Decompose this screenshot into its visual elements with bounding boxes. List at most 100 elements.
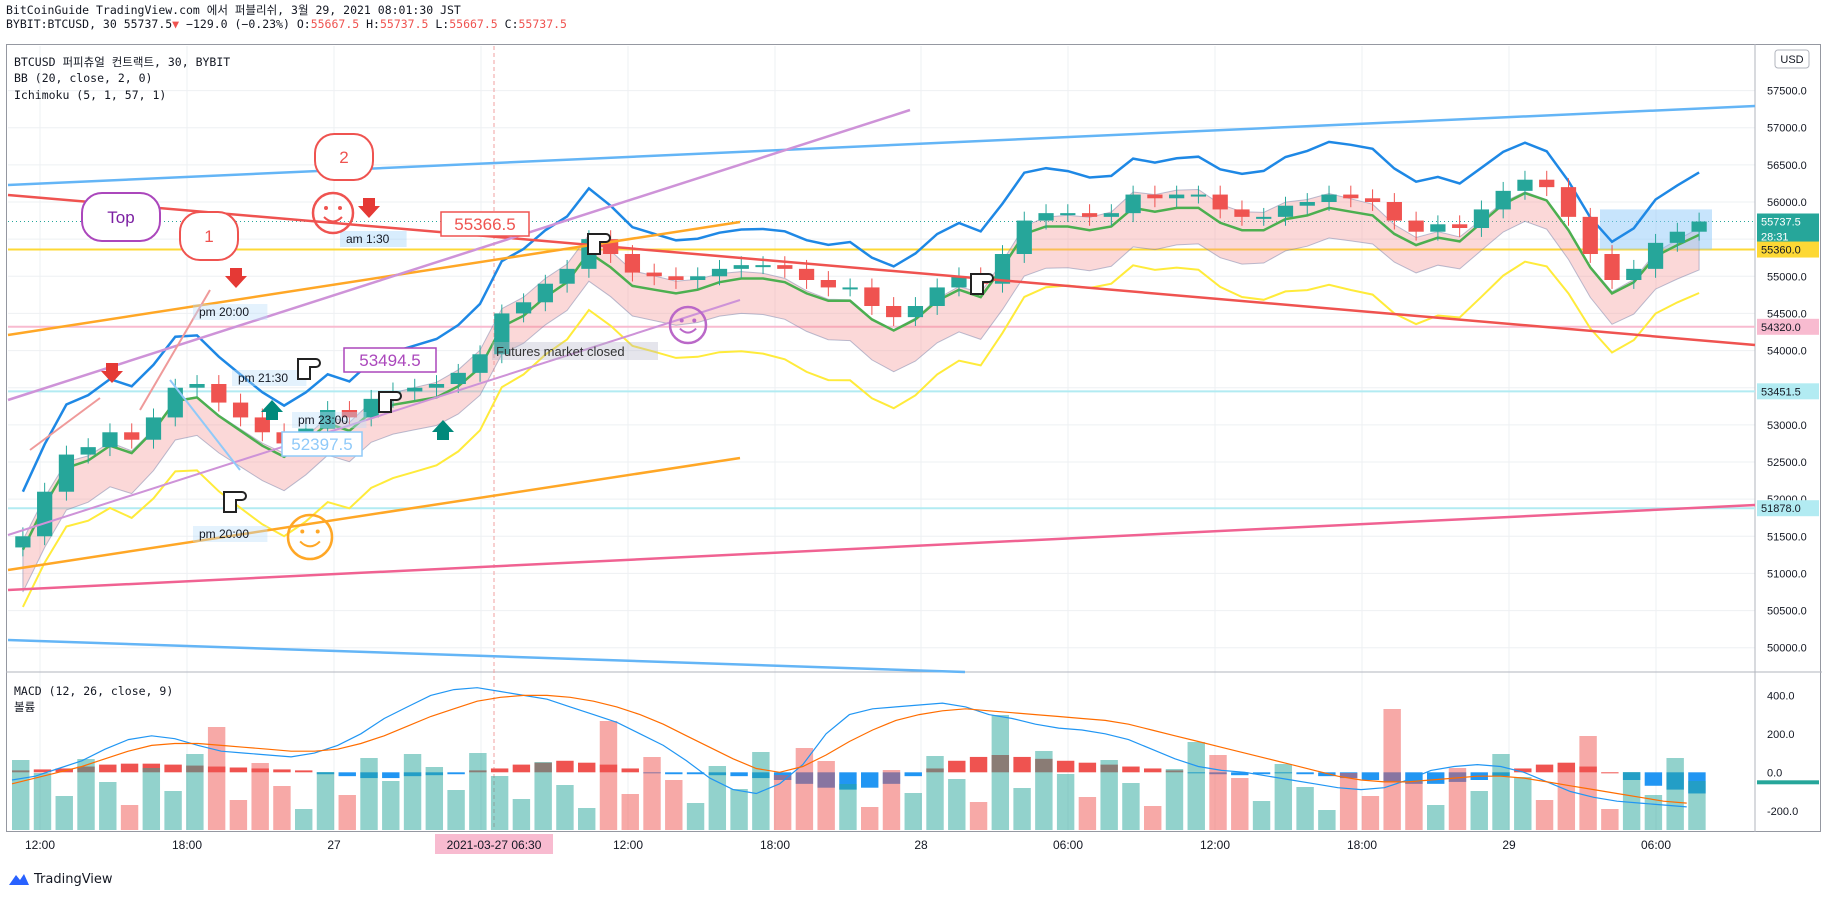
- y-tick-label: 55000.0: [1767, 271, 1807, 283]
- volume-bar: [926, 756, 944, 830]
- high-label: H:: [366, 17, 380, 31]
- candle-body: [1539, 179, 1555, 188]
- crosshair-x-text: 2021-03-27 06:30: [447, 838, 542, 852]
- tradingview-brand[interactable]: TradingView: [8, 868, 113, 890]
- chart-frame[interactable]: [6, 44, 1821, 832]
- level-tag-cyan2-box: [1757, 500, 1819, 517]
- volume-bar: [1056, 774, 1075, 830]
- macd-histogram-bar: [1644, 772, 1663, 786]
- candle-body: [232, 402, 249, 418]
- volume-bar: [1100, 760, 1118, 830]
- candle-body: [15, 536, 31, 548]
- smiley-happy-icon-eye: [338, 206, 342, 210]
- time-label-pm2130-bg: [232, 370, 307, 386]
- level-tag-yellow: 55360.0: [1757, 241, 1819, 258]
- macd-histogram-bar: [1078, 762, 1097, 773]
- smiley-happy-icon-face: [311, 191, 355, 235]
- candle-body: [559, 268, 575, 284]
- trendline-blue-bottom: [7, 638, 966, 674]
- volume-bar: [382, 781, 400, 830]
- candle-body: [864, 287, 880, 306]
- candle-body: [1495, 190, 1511, 210]
- candle-body: [1430, 224, 1446, 232]
- y-tick-label: 56500.0: [1767, 160, 1807, 172]
- hand-pointer-icon: [378, 391, 402, 413]
- y-tick-label: 52500.0: [1767, 457, 1807, 469]
- candle-body: [1386, 202, 1402, 221]
- low-label: L:: [435, 17, 450, 31]
- volume-bar: [1448, 768, 1467, 830]
- candle-body: [929, 287, 945, 306]
- x-tick-label: 18:00: [760, 838, 790, 852]
- volume-bar: [77, 759, 95, 830]
- smiley-happy-icon: [311, 191, 355, 235]
- bb-upper-line: [21, 140, 1700, 493]
- x-tick-label: 27: [327, 838, 341, 852]
- volume-bar: [1601, 809, 1619, 830]
- callout-one: 1: [179, 211, 239, 261]
- smiley-neutral-icon-mouth: [679, 327, 697, 334]
- price-label-52397: 52397.5: [281, 431, 363, 457]
- smiley-laughing-icon: [286, 513, 334, 561]
- y-tick-label: 54000.0: [1767, 346, 1807, 358]
- callout-top-bubble: [81, 192, 161, 242]
- crosshair-x-bg: [435, 834, 553, 854]
- volume-bar: [99, 782, 117, 830]
- arrow-down-icon: [169, 379, 241, 471]
- candle-body: [537, 283, 553, 303]
- volume-bar: [1318, 810, 1336, 830]
- last-price-tag-box: [1757, 213, 1819, 246]
- level-tag-pink-text: 54320.0: [1761, 322, 1801, 334]
- macd-histogram-bar: [1231, 772, 1249, 776]
- volume-bar: [1078, 797, 1097, 830]
- level-tag-pink-box: [1757, 318, 1819, 335]
- volume-bar: [1144, 806, 1162, 830]
- time-label-pm2000a-bg: [193, 304, 268, 320]
- callout-top: Top: [81, 192, 161, 242]
- y-tick-label: 50000.0: [1767, 643, 1807, 655]
- y-tick-label: 50500.0: [1767, 606, 1807, 618]
- level-tag-cyan: 53451.5: [1757, 383, 1819, 400]
- macd-histogram-bar: [1318, 772, 1336, 777]
- futures-closed-text: Futures market closed: [496, 344, 625, 359]
- macd-histogram-bar: [969, 756, 988, 773]
- candle-body: [1408, 220, 1424, 232]
- volume-bar: [795, 748, 814, 830]
- volume-bar: [773, 775, 792, 830]
- low-value: 55667.5: [449, 17, 498, 31]
- candle-body: [1212, 194, 1228, 210]
- currency-badge-text: USD: [1780, 54, 1803, 66]
- price-label-53494: 53494.5: [343, 347, 437, 373]
- candle-body: [1517, 179, 1533, 191]
- macd-histogram-bar: [447, 772, 465, 775]
- candle-body: [951, 276, 967, 288]
- price-label-52397-text: 52397.5: [291, 435, 352, 454]
- volume-bar: [1427, 805, 1445, 830]
- time-label-pm2000a: pm 20:00: [193, 304, 268, 320]
- grid-lines: [8, 46, 1755, 830]
- x-tick-label: 06:00: [1641, 838, 1671, 852]
- candle-body: [450, 372, 466, 384]
- symbol-label: BYBIT:BTCUSD, 30 55737.5: [6, 17, 173, 31]
- last-price-tag-text: 55737.5: [1761, 217, 1801, 229]
- volume-bar: [556, 785, 574, 830]
- candle-body: [1299, 202, 1315, 206]
- candle-body: [472, 354, 488, 373]
- volume-bar: [55, 796, 73, 830]
- volume-bar: [817, 761, 835, 830]
- time-label-pm2000b: pm 20:00: [193, 526, 268, 542]
- legend-bb: BB (20, close, 2, 0): [14, 71, 153, 85]
- volume-bar: [686, 803, 705, 830]
- volume-bar: [1339, 773, 1358, 830]
- candle-body: [1452, 224, 1468, 228]
- candle-body: [798, 268, 815, 280]
- brand-text: TradingView: [34, 871, 113, 887]
- candle-body: [189, 384, 205, 388]
- candle-body: [668, 276, 684, 280]
- volume-bar: [490, 776, 509, 830]
- smiley-laughing-icon-eye: [300, 529, 305, 534]
- time-label-am130-bg: [340, 231, 407, 247]
- volume-bar: [991, 715, 1010, 830]
- volume-bar: [164, 791, 182, 830]
